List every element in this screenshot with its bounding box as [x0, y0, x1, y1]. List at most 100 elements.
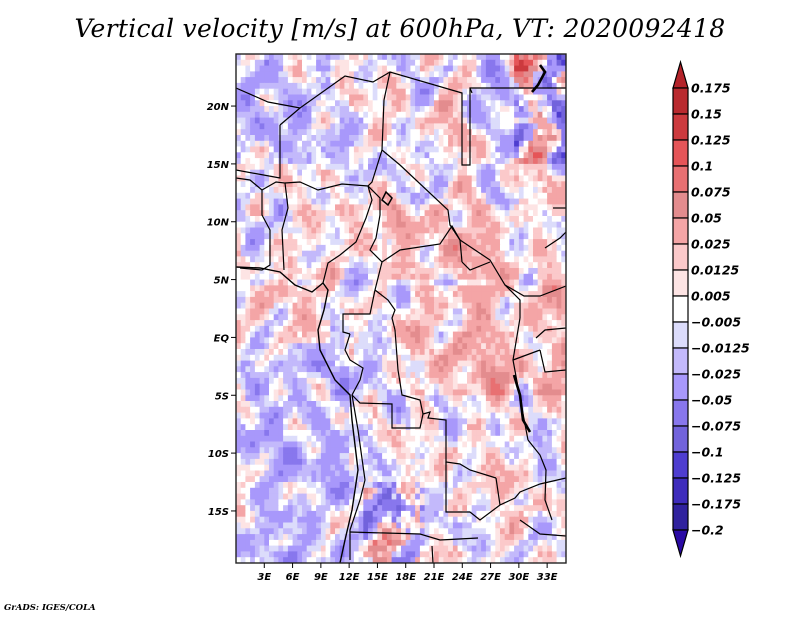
- field-cell: [424, 354, 430, 362]
- field-cell: [481, 424, 487, 431]
- field-cell: [269, 377, 275, 385]
- field-cell: [377, 406, 383, 414]
- field-cell: [415, 204, 421, 211]
- field-cell: [533, 123, 539, 130]
- field-cell: [377, 343, 383, 350]
- field-cell: [415, 198, 421, 205]
- field-cell: [382, 349, 388, 356]
- field-cell: [514, 262, 520, 269]
- field-cell: [386, 106, 393, 113]
- field-cell: [537, 412, 543, 419]
- field-cell: [448, 354, 454, 362]
- field-cell: [311, 343, 317, 350]
- field-cell: [344, 135, 350, 142]
- field-cell: [452, 406, 459, 414]
- field-cell: [264, 88, 270, 96]
- field-cell: [542, 163, 548, 171]
- field-cell: [490, 71, 496, 78]
- field-cell: [476, 435, 482, 443]
- field-cell: [254, 181, 261, 188]
- field-cell: [500, 395, 506, 402]
- field-cell: [485, 216, 492, 223]
- field-cell: [363, 314, 369, 321]
- field-cell: [533, 198, 539, 205]
- field-cell: [542, 158, 548, 165]
- field-cell: [500, 117, 506, 124]
- field-cell: [316, 291, 322, 298]
- field-cell: [287, 360, 294, 367]
- field-cell: [302, 123, 308, 130]
- field-cell: [292, 377, 298, 385]
- field-cell: [386, 77, 393, 84]
- field-cell: [476, 273, 482, 281]
- field-cell: [278, 88, 284, 96]
- field-cell: [330, 140, 336, 148]
- field-cell: [382, 406, 388, 414]
- field-cell: [302, 412, 308, 419]
- field-cell: [283, 239, 289, 246]
- field-cell: [434, 117, 440, 124]
- field-cell: [245, 418, 251, 425]
- field-cell: [504, 291, 510, 298]
- field-cell: [561, 401, 566, 408]
- field-cell: [339, 256, 345, 263]
- field-cell: [311, 204, 317, 211]
- field-cell: [504, 100, 510, 107]
- field-cell: [302, 354, 308, 362]
- field-cell: [391, 320, 397, 327]
- field-cell: [368, 187, 374, 194]
- field-cell: [438, 360, 444, 367]
- field-cell: [339, 331, 345, 338]
- field-cell: [528, 349, 534, 356]
- field-cell: [551, 262, 558, 269]
- field-cell: [250, 94, 256, 101]
- field-cell: [349, 65, 355, 72]
- field-cell: [504, 117, 510, 124]
- field-cell: [514, 129, 520, 136]
- field-cell: [283, 152, 289, 159]
- field-cell: [240, 181, 246, 188]
- field-cell: [434, 354, 440, 362]
- field-cell: [372, 88, 378, 96]
- field-cell: [438, 204, 444, 211]
- field-cell: [316, 152, 322, 159]
- field-cell: [240, 117, 246, 124]
- field-cell: [481, 129, 487, 136]
- field-cell: [325, 158, 331, 165]
- field-cell: [320, 221, 327, 229]
- field-cell: [533, 291, 539, 298]
- field-cell: [236, 71, 242, 78]
- field-cell: [316, 453, 322, 460]
- field-cell: [551, 59, 558, 67]
- field-cell: [391, 94, 397, 101]
- field-cell: [485, 210, 492, 217]
- field-cell: [386, 354, 393, 362]
- field-cell: [490, 424, 496, 431]
- field-cell: [377, 302, 383, 310]
- field-cell: [240, 216, 246, 223]
- field-cell: [452, 279, 459, 286]
- field-cell: [386, 447, 393, 454]
- field-cell: [349, 106, 355, 113]
- field-cell: [240, 418, 246, 425]
- field-cell: [396, 406, 402, 414]
- field-cell: [353, 401, 360, 408]
- field-cell: [245, 54, 251, 61]
- field-cell: [382, 285, 388, 292]
- field-cell: [419, 366, 426, 373]
- field-cell: [236, 377, 242, 385]
- field-cell: [490, 435, 496, 443]
- field-cell: [514, 158, 520, 165]
- field-cell: [556, 198, 562, 205]
- field-cell: [245, 198, 251, 205]
- field-cell: [476, 395, 482, 402]
- field-cell: [561, 447, 566, 454]
- field-cell: [514, 447, 520, 454]
- field-cell: [518, 441, 525, 448]
- field-cell: [500, 279, 506, 286]
- field-cell: [339, 111, 345, 119]
- field-cell: [410, 187, 416, 194]
- field-cell: [240, 447, 246, 454]
- field-cell: [405, 233, 411, 240]
- field-cell: [339, 372, 345, 379]
